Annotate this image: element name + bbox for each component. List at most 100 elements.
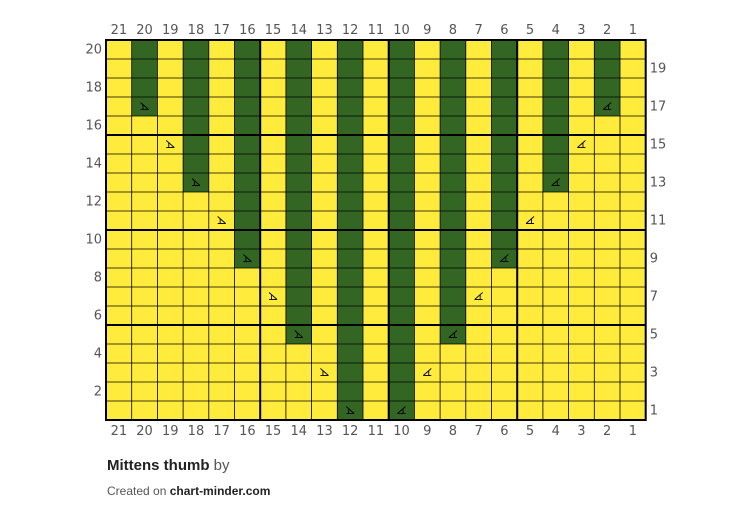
row-number: 15 [650,138,667,153]
ssk-diagonal [191,178,201,186]
column-number: 14 [290,23,307,38]
column-number: 20 [136,23,153,38]
column-number: 6 [500,424,508,439]
column-number: 11 [368,424,385,439]
column-number: 7 [475,23,483,38]
ssk-symbol [320,368,329,376]
column-numbers-top: 21 20 19 18 17 16 15 14 13 12 11 10 9 8 7 6 5 4 3 2 1 [111,23,637,38]
column-numbers-bottom: 21 20 19 18 17 16 15 14 13 12 11 10 9 8 7 6 5 4 3 2 1 [111,424,637,439]
row-number: 14 [85,157,102,172]
row-number: 1 [650,404,658,419]
k2tog-diagonal [422,368,432,376]
row-number: 6 [94,309,102,324]
decrease-symbols [140,102,612,414]
k2tog-symbol [500,254,509,262]
column-number: 5 [526,23,534,38]
row-number: 9 [650,252,658,267]
column-number: 3 [577,23,585,38]
column-number: 5 [526,424,534,439]
thick-grid-lines [105,39,647,421]
column-number: 2 [603,23,611,38]
row-numbers-left: 20 18 16 14 12 10 8 6 4 2 [85,43,102,400]
ssk-diagonal [165,140,175,148]
column-number: 4 [552,424,560,439]
column-number: 19 [162,23,179,38]
column-number: 16 [239,424,256,439]
row-number: 7 [650,290,658,305]
k2tog-diagonal [448,330,458,338]
k2tog-symbol [525,216,535,224]
row-number: 20 [85,43,102,58]
chart-title: Mittens thumb [107,457,210,474]
column-number: 18 [188,424,205,439]
row-number: 10 [85,233,102,248]
column-number: 2 [603,424,611,439]
column-number: 10 [393,23,410,38]
k2tog-symbol [397,406,406,414]
ssk-symbol [217,216,226,224]
ssk-diagonal [140,102,149,110]
author-by: by [213,457,230,474]
column-number: 8 [449,23,457,38]
row-numbers-right: 19 17 15 13 11 9 7 5 3 1 [650,62,667,419]
column-number: 8 [449,424,457,439]
k2tog-diagonal [602,102,612,110]
column-number: 3 [577,424,585,439]
row-number: 4 [94,347,102,362]
ssk-symbol [165,140,175,148]
k2tog-symbol [551,178,561,186]
column-number: 17 [213,23,230,38]
k2tog-diagonal [474,292,483,300]
ssk-diagonal [268,292,278,300]
k2tog-diagonal [577,140,586,148]
row-number: 12 [85,195,102,210]
ssk-diagonal [320,368,329,376]
row-number: 5 [650,328,658,343]
column-number: 20 [136,424,153,439]
column-number: 14 [290,424,307,439]
ssk-diagonal [217,216,226,224]
ssk-symbol [140,102,149,110]
created-prefix: Created on [107,484,167,498]
column-number: 9 [423,23,431,38]
k2tog-diagonal [500,254,509,262]
column-number: 13 [316,23,333,38]
column-number: 4 [552,23,560,38]
row-number: 19 [650,62,667,77]
column-number: 19 [162,424,179,439]
k2tog-symbol [448,330,458,338]
k2tog-symbol [422,368,432,376]
k2tog-symbol [577,140,586,148]
column-number: 15 [265,23,282,38]
column-number: 12 [342,424,359,439]
column-number: 9 [423,424,431,439]
ssk-symbol [268,292,278,300]
site-name[interactable]: chart-minder.com [169,484,271,498]
k2tog-symbol [474,292,483,300]
column-number: 10 [393,424,410,439]
row-number: 11 [650,214,667,229]
column-number: 13 [316,424,333,439]
column-number: 12 [342,23,359,38]
ssk-diagonal [294,330,304,338]
ssk-diagonal [243,254,252,262]
row-number: 8 [94,271,102,286]
credit-line: Created on chart-minder.com [107,484,270,498]
k2tog-symbol [602,102,612,110]
column-number: 21 [111,23,128,38]
column-number: 18 [188,23,205,38]
row-number: 3 [650,366,658,381]
ssk-symbol [294,330,304,338]
row-number: 16 [85,119,102,134]
row-number: 17 [650,100,667,115]
column-number: 17 [213,424,230,439]
k2tog-diagonal [525,216,535,224]
column-number: 6 [500,23,508,38]
column-number: 1 [629,424,637,439]
ssk-symbol [191,178,201,186]
chart-title-line: Mittens thumb by [107,457,230,474]
ssk-symbol [243,254,252,262]
row-number: 2 [94,385,102,400]
column-number: 11 [368,23,385,38]
